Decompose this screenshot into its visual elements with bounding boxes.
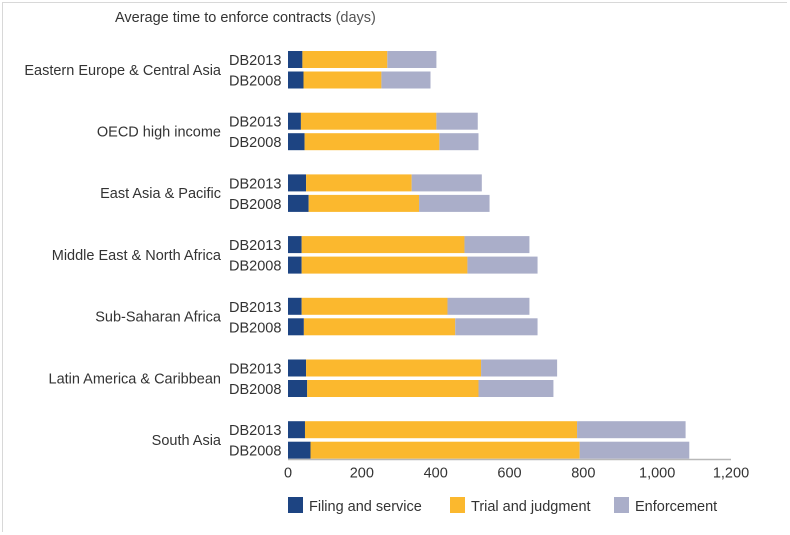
- category-label: Sub-Saharan Africa: [95, 310, 222, 326]
- bar-segment-trial-and-judgment: [310, 441, 580, 459]
- chart-title-unit: (days): [336, 10, 376, 26]
- bar-segment-enforcement: [387, 51, 437, 68]
- bar-segment-filing-and-service: [288, 421, 305, 439]
- chart-title-main: Average time to enforce contracts: [115, 10, 332, 26]
- bar-segment-trial-and-judgment: [308, 194, 420, 212]
- bar-segment-enforcement: [455, 318, 538, 336]
- x-tick-label: 800: [571, 466, 595, 482]
- bar-segment-enforcement: [577, 421, 686, 439]
- year-label: DB2013: [229, 362, 281, 378]
- bar-segment-enforcement: [436, 112, 478, 130]
- x-tick-label: 200: [350, 466, 374, 482]
- legend: Filing and service Trial and judgment Enfo…: [288, 497, 717, 515]
- year-label: DB2013: [229, 115, 281, 131]
- year-label: DB2013: [229, 238, 281, 254]
- bar-segment-enforcement: [579, 441, 690, 459]
- bar-segment-trial-and-judgment: [304, 133, 440, 151]
- year-label: DB2013: [229, 423, 281, 439]
- legend-swatch: [450, 497, 465, 513]
- bar-segment-trial-and-judgment: [301, 236, 465, 254]
- year-label: DB2013: [229, 176, 281, 192]
- category-label: Middle East & North Africa: [52, 248, 222, 264]
- year-label: DB2008: [229, 259, 281, 275]
- bar-segment-trial-and-judgment: [304, 421, 578, 439]
- bar-segment-enforcement: [447, 297, 530, 315]
- bar-segment-filing-and-service: [288, 174, 307, 192]
- bar-segment-filing-and-service: [288, 71, 304, 89]
- chart-title: Average time to enforce contracts (days): [115, 10, 376, 26]
- bar-segment-filing-and-service: [288, 51, 303, 68]
- frame-border-top: [2, 2, 787, 3]
- legend-item: Trial and judgment: [450, 497, 591, 515]
- year-label: DB2008: [229, 382, 281, 398]
- bar-segment-enforcement: [439, 133, 479, 151]
- bar-segment-filing-and-service: [288, 359, 307, 377]
- bar-segment-trial-and-judgment: [306, 174, 412, 192]
- bar-segment-filing-and-service: [288, 112, 301, 130]
- x-tick-label: 1,000: [639, 466, 675, 482]
- category-labels: Eastern Europe & Central Asia DB2013 DB200…: [24, 53, 281, 460]
- bar-segment-enforcement: [481, 359, 558, 377]
- category-label: South Asia: [152, 433, 222, 449]
- year-label: DB2013: [229, 300, 281, 316]
- frame-border-left: [2, 2, 3, 532]
- bar-segment-trial-and-judgment: [301, 256, 468, 274]
- bar-segment-enforcement: [381, 71, 431, 89]
- year-label: DB2008: [229, 197, 281, 213]
- bar-segment-enforcement: [478, 380, 554, 397]
- bar-segment-enforcement: [411, 174, 482, 192]
- year-label: DB2008: [229, 74, 281, 90]
- legend-label: Filing and service: [309, 499, 422, 515]
- bar-segment-enforcement: [467, 256, 538, 274]
- x-tick-label: 1,200: [713, 466, 749, 482]
- bars-layer: [288, 51, 690, 459]
- bar-segment-filing-and-service: [288, 256, 302, 274]
- bar-segment-trial-and-judgment: [303, 318, 456, 336]
- category-label: OECD high income: [97, 124, 221, 140]
- category-label: Latin America & Caribbean: [49, 371, 222, 387]
- legend-item: Filing and service: [288, 497, 422, 515]
- x-tick-label: 400: [424, 466, 448, 482]
- bar-segment-trial-and-judgment: [303, 71, 382, 89]
- bar-segment-filing-and-service: [288, 318, 304, 336]
- bar-segment-enforcement: [419, 194, 490, 212]
- bar-segment-trial-and-judgment: [300, 112, 437, 130]
- bar-segment-trial-and-judgment: [307, 380, 479, 397]
- category-label: East Asia & Pacific: [100, 186, 221, 202]
- category-label: Eastern Europe & Central Asia: [24, 63, 222, 79]
- bar-segment-filing-and-service: [288, 441, 311, 459]
- year-label: DB2008: [229, 135, 281, 151]
- bar-segment-filing-and-service: [288, 236, 302, 254]
- legend-item: Enforcement: [614, 497, 717, 515]
- bar-segment-trial-and-judgment: [306, 359, 482, 377]
- year-label: DB2013: [229, 53, 281, 69]
- bar-segment-enforcement: [464, 236, 530, 254]
- year-label: DB2008: [229, 444, 281, 460]
- legend-label: Enforcement: [635, 499, 717, 515]
- bar-segment-filing-and-service: [288, 133, 305, 151]
- bar-segment-filing-and-service: [288, 194, 309, 212]
- year-label: DB2008: [229, 320, 281, 336]
- x-tick-label: 600: [497, 466, 521, 482]
- x-tick-label: 0: [284, 466, 292, 482]
- legend-label: Trial and judgment: [471, 499, 591, 515]
- bar-segment-filing-and-service: [288, 380, 308, 397]
- bar-segment-filing-and-service: [288, 297, 302, 315]
- bar-segment-trial-and-judgment: [302, 51, 388, 68]
- legend-swatch: [614, 497, 629, 513]
- x-tick-labels: 0 200 400 600 800 1,000 1,200: [284, 466, 749, 482]
- legend-swatch: [288, 497, 303, 513]
- bar-segment-trial-and-judgment: [301, 297, 448, 315]
